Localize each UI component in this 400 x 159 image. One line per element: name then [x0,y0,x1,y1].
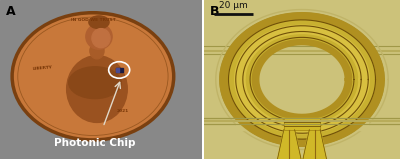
Circle shape [12,13,174,140]
Bar [116,68,119,72]
Text: 2021: 2021 [117,109,129,113]
Ellipse shape [92,29,110,48]
Text: A: A [6,5,16,18]
Ellipse shape [67,56,127,122]
Text: IN GOD WE TRUST: IN GOD WE TRUST [70,18,115,22]
Polygon shape [303,130,326,159]
Text: Photonic Chip: Photonic Chip [54,138,136,148]
Ellipse shape [90,43,104,59]
Ellipse shape [86,24,112,49]
Polygon shape [278,130,301,159]
Bar [236,105,368,130]
Text: B: B [210,5,219,18]
Bar [284,118,320,130]
Bar [284,118,320,130]
Ellipse shape [89,16,109,29]
Text: 20 μm: 20 μm [219,0,248,10]
Ellipse shape [69,67,121,99]
Bar [116,68,123,72]
Text: LIBERTY: LIBERTY [32,66,52,71]
